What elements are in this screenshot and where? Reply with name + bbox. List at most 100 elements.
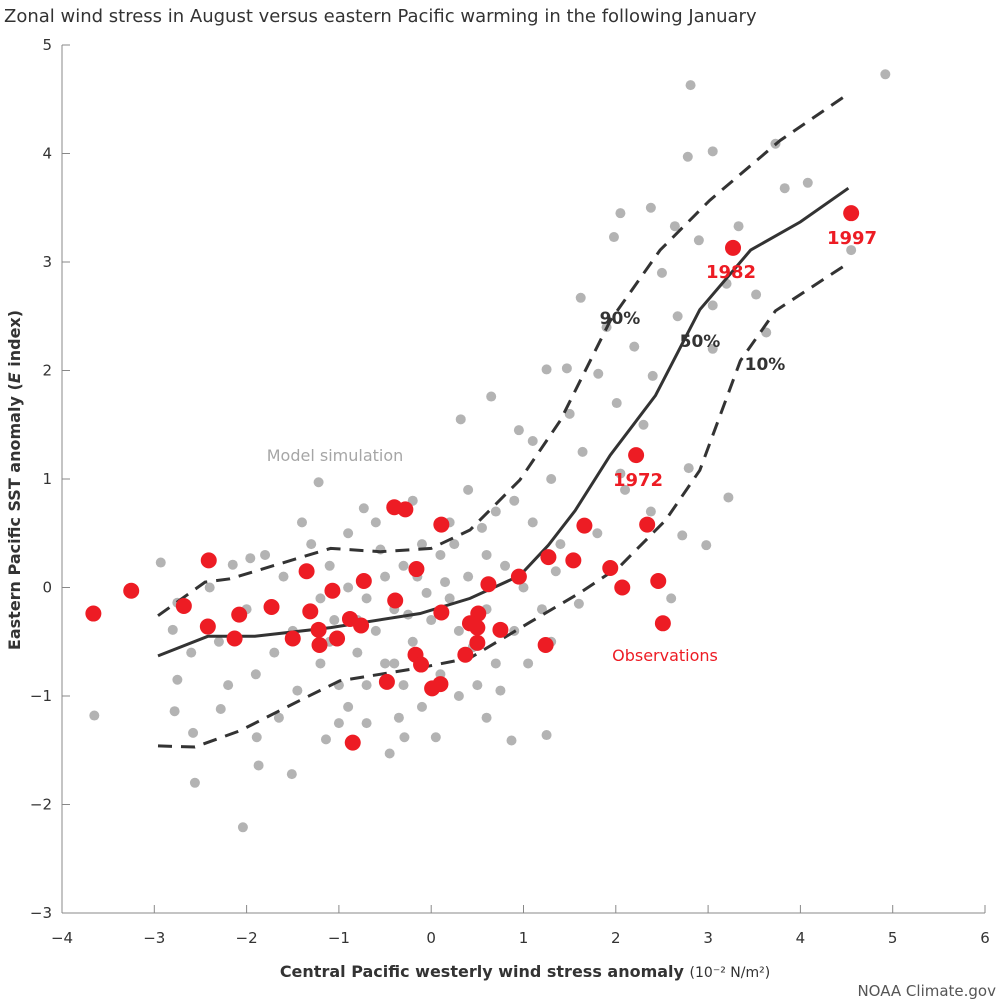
- model-point: [880, 69, 891, 80]
- x-tick-label: 5: [888, 929, 898, 947]
- model-point: [250, 669, 261, 680]
- observation-point: [492, 621, 509, 638]
- model-point: [213, 636, 224, 647]
- y-tick-label: 1: [42, 470, 52, 488]
- model-point: [245, 553, 256, 564]
- x-tick-label: 6: [980, 929, 990, 947]
- y-tick-label: 3: [42, 253, 52, 271]
- model-point: [172, 674, 183, 685]
- model-point: [577, 446, 588, 457]
- x-tick-label: 4: [796, 929, 806, 947]
- model-point: [380, 571, 391, 582]
- y-axis-label-pre: Eastern Pacific SST anomaly (: [5, 383, 24, 650]
- x-tick-label: 2: [611, 929, 621, 947]
- model-point: [546, 474, 557, 484]
- model-point: [645, 506, 656, 517]
- observation-point: [469, 619, 486, 636]
- model-point: [615, 468, 626, 479]
- y-tick-label: −2: [30, 796, 52, 814]
- model-point: [500, 560, 511, 571]
- percentile-line-90: [157, 92, 850, 617]
- model-point: [186, 647, 197, 658]
- model-point: [398, 680, 409, 691]
- model-point: [167, 624, 178, 635]
- model-point: [645, 202, 656, 213]
- observation-point: [639, 516, 656, 533]
- model-point: [453, 691, 464, 701]
- observation-point: [123, 582, 140, 599]
- observation-point: [654, 615, 671, 632]
- model-point: [638, 419, 649, 430]
- model-point: [278, 571, 289, 582]
- y-axis-label-italic: E: [5, 372, 24, 383]
- observation-point: [433, 604, 450, 621]
- label-observations: Observations: [612, 646, 718, 665]
- model-point: [361, 718, 372, 729]
- observation-point: [614, 579, 631, 596]
- model-point: [527, 436, 538, 447]
- x-tick-label: −3: [143, 929, 165, 947]
- model-point: [343, 582, 354, 593]
- model-point: [315, 593, 326, 604]
- model-point: [440, 577, 451, 588]
- model-point: [615, 208, 626, 219]
- observation-point: [199, 618, 216, 635]
- observation-point: [175, 597, 192, 614]
- model-point: [358, 503, 369, 514]
- observation-point: [324, 582, 341, 599]
- x-axis-unit: (10⁻² N/m²): [690, 965, 771, 981]
- observation-point: [378, 673, 395, 690]
- model-point: [677, 530, 688, 541]
- model-point: [324, 560, 335, 571]
- model-point: [435, 549, 446, 560]
- model-point: [306, 539, 317, 550]
- observation-point: [537, 637, 554, 654]
- model-point: [693, 235, 704, 246]
- model-point: [509, 495, 520, 506]
- model-point: [421, 587, 432, 598]
- x-tick-label: −1: [328, 929, 350, 947]
- label-1972: 1972: [613, 470, 663, 491]
- model-point: [223, 680, 234, 691]
- y-axis-label-post: index): [5, 310, 24, 372]
- observation-point: [355, 572, 372, 589]
- observation-point: [650, 572, 667, 589]
- model-point: [416, 539, 427, 550]
- observation-point: [85, 605, 102, 622]
- model-point: [416, 701, 427, 712]
- model-point: [189, 777, 200, 788]
- observation-point: [310, 621, 327, 638]
- model-point: [260, 549, 271, 560]
- observation-point: [576, 517, 593, 534]
- model-point: [370, 517, 381, 528]
- model-point: [647, 370, 658, 381]
- model-point: [463, 484, 474, 495]
- observation-point: [226, 630, 243, 647]
- observation-point: [540, 549, 557, 566]
- label-model-simulation: Model simulation: [267, 446, 404, 465]
- model-point: [343, 701, 354, 712]
- model-point: [292, 685, 303, 696]
- model-point: [506, 735, 517, 746]
- observation-point: [510, 568, 527, 585]
- model-point: [527, 517, 538, 528]
- observation-point: [397, 501, 414, 518]
- model-point: [523, 658, 534, 669]
- model-point: [476, 522, 487, 533]
- label-1982: 1982: [706, 262, 756, 283]
- y-axis-label: Eastern Pacific SST anomaly (E index): [5, 310, 24, 650]
- model-point: [550, 566, 561, 577]
- model-point: [802, 177, 813, 188]
- model-point: [227, 559, 238, 570]
- model-point: [683, 463, 694, 474]
- model-point: [608, 232, 619, 243]
- y-tick-label: 4: [42, 145, 52, 163]
- model-point: [518, 582, 529, 593]
- model-point: [320, 734, 331, 745]
- x-tick-label: 1: [519, 929, 529, 947]
- model-point: [269, 647, 280, 658]
- model-point: [389, 658, 400, 669]
- y-tick-label: −1: [30, 687, 52, 705]
- model-point: [361, 680, 372, 691]
